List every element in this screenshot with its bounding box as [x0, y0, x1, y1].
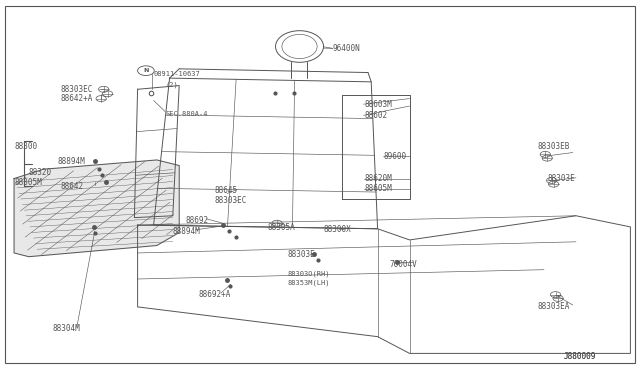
Text: 88303EC: 88303EC: [214, 196, 247, 205]
Text: 88620M: 88620M: [365, 174, 392, 183]
Text: 88303E: 88303E: [547, 174, 575, 183]
Text: 88894M: 88894M: [58, 157, 85, 166]
Text: 88320: 88320: [29, 169, 52, 177]
Text: N: N: [143, 68, 148, 73]
Text: 88692+A: 88692+A: [198, 290, 231, 299]
Text: 76004V: 76004V: [389, 260, 417, 269]
Text: 88304M: 88304M: [52, 324, 80, 333]
Text: J880009: J880009: [563, 352, 596, 361]
Text: 88303E: 88303E: [288, 250, 316, 259]
Text: 88305A: 88305A: [268, 223, 295, 232]
Text: 88305M: 88305M: [14, 178, 42, 187]
Text: 88303EC: 88303EC: [61, 85, 93, 94]
Text: 88605M: 88605M: [365, 184, 392, 193]
Ellipse shape: [275, 31, 324, 62]
Text: (2): (2): [165, 81, 178, 88]
Text: SEC.880A-4: SEC.880A-4: [165, 111, 207, 117]
Text: 88894M: 88894M: [173, 227, 200, 236]
Circle shape: [138, 66, 154, 76]
Text: 88602: 88602: [365, 111, 388, 120]
Text: J880009: J880009: [563, 352, 596, 361]
Text: 08911-10637: 08911-10637: [154, 71, 200, 77]
Text: 88303EB: 88303EB: [538, 142, 570, 151]
Text: 88300X: 88300X: [323, 225, 351, 234]
Text: 89600: 89600: [384, 152, 407, 161]
Text: 96400N: 96400N: [333, 44, 360, 53]
Text: 88645: 88645: [214, 186, 237, 195]
Text: 88303O(RH): 88303O(RH): [288, 270, 330, 277]
Text: 88303EA: 88303EA: [538, 302, 570, 311]
Text: 88353M(LH): 88353M(LH): [288, 279, 330, 286]
Text: 88642+A: 88642+A: [61, 94, 93, 103]
Text: 88603M: 88603M: [365, 100, 392, 109]
Polygon shape: [14, 160, 179, 257]
Text: 88642: 88642: [61, 182, 84, 190]
Text: 88300: 88300: [14, 142, 37, 151]
Text: 88692: 88692: [186, 216, 209, 225]
